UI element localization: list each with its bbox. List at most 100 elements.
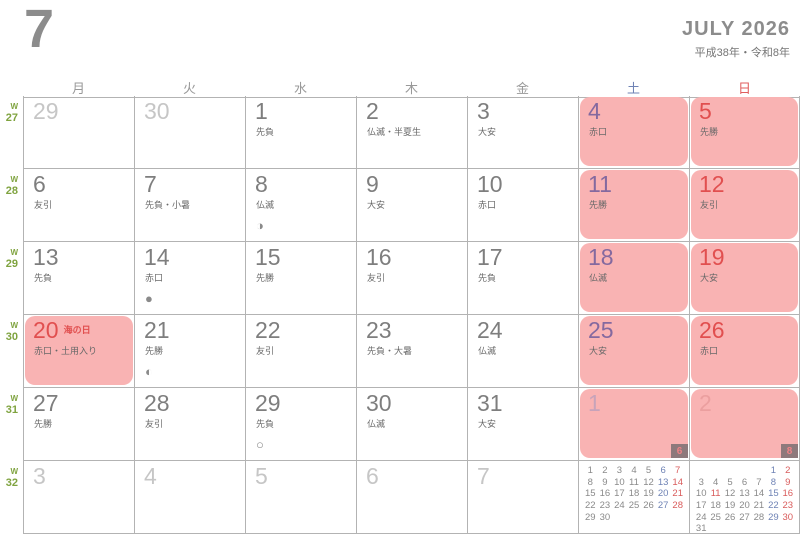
mini-calendar-day: 9	[785, 476, 791, 488]
date-line: 1	[246, 96, 356, 123]
day-cell: 19 大安	[689, 242, 800, 315]
rokuyo-label: 先負・大暑	[367, 346, 413, 356]
date-line: 12	[690, 169, 799, 196]
mini-calendar-day: 18	[628, 488, 640, 500]
day-cell: 8 仏滅 ◑	[245, 169, 356, 242]
date-line: 28	[135, 388, 245, 415]
date-line: 9	[357, 169, 467, 196]
era-subtitle: 平成38年・令和8年	[694, 47, 790, 59]
rokuyo-label: 先勝	[589, 200, 608, 210]
rokuyo-label: 赤口	[145, 273, 164, 283]
date-line: 29	[246, 388, 356, 415]
date-number: 15	[255, 244, 281, 270]
rokuyo-label: 先負	[256, 419, 275, 429]
mini-calendar-day: 4	[712, 476, 719, 488]
mini-calendar-day: 3	[616, 465, 623, 476]
weekend-highlight	[25, 316, 133, 385]
week-number-label: W 28	[0, 169, 23, 242]
day-cell: 7	[467, 461, 578, 534]
mini-calendar-day	[737, 466, 751, 477]
date-line: 8	[246, 169, 356, 196]
mini-calendar-day: 2	[785, 465, 791, 476]
rokuyo-label: 先負	[256, 127, 275, 137]
day-cell: 4	[134, 461, 245, 534]
mini-calendar-day	[708, 466, 722, 477]
weekend-highlight	[580, 389, 688, 458]
date-line: 27	[24, 388, 134, 415]
date-line: 11	[579, 169, 689, 196]
weekend-highlight	[580, 170, 688, 239]
mini-calendar-day: 25	[628, 499, 640, 511]
mini-calendar-day: 6	[741, 476, 748, 488]
week-prefix: W	[10, 321, 18, 330]
weekend-highlight	[691, 170, 798, 239]
rokuyo-label: 仏滅	[367, 419, 386, 429]
mini-calendar-day: 8	[770, 476, 776, 488]
mini-calendar-day: 17	[614, 488, 625, 500]
date-number: 22	[255, 317, 281, 343]
rokuyo-label: 大安	[478, 419, 497, 429]
date-line: 3	[468, 96, 578, 123]
rokuyo-label: 大安	[367, 200, 386, 210]
day-cell: 13 先負	[23, 242, 134, 315]
month-badge: 6	[671, 444, 688, 458]
mini-calendar-day: 16	[782, 488, 794, 500]
week-number: 32	[5, 476, 18, 489]
date-number: 3	[477, 98, 490, 124]
date-line: 17	[468, 242, 578, 269]
day-cell: 9 大安	[356, 169, 467, 242]
week-number: 27	[5, 111, 18, 124]
date-line: 6	[24, 169, 134, 196]
mini-calendar-day: 1	[770, 465, 776, 476]
date-line: 19	[690, 242, 799, 269]
mini-calendar-day	[612, 513, 627, 524]
date-number: 24	[477, 317, 503, 343]
rokuyo-label: 大安	[478, 127, 497, 137]
week-prefix: W	[10, 467, 18, 476]
mini-calendar-day	[670, 513, 685, 524]
dow-header: 金	[467, 75, 578, 98]
date-line: 25	[579, 315, 689, 342]
mini-calendar-day: 5	[727, 476, 733, 488]
mini-calendar-day	[723, 466, 737, 477]
date-number: 1	[588, 390, 601, 416]
date-line: 5	[246, 461, 356, 488]
weekend-highlight	[580, 316, 688, 385]
mini-calendar-day: 13	[739, 488, 750, 500]
date-line: 2	[690, 388, 799, 415]
moon-phase-icon: ●	[145, 291, 153, 306]
mini-calendar-day: 21	[753, 499, 765, 511]
dow-gutter	[0, 75, 23, 98]
rokuyo-label: 先負	[478, 273, 497, 283]
rokuyo-label: 友引	[34, 200, 53, 210]
week-number: 30	[5, 330, 18, 343]
rokuyo-label: 先負	[34, 273, 53, 283]
mini-calendar-day: 11	[710, 488, 721, 500]
day-cell: 16 友引	[356, 242, 467, 315]
date-number: 19	[699, 244, 725, 270]
mini-calendar-day	[752, 524, 766, 535]
date-line: 7	[468, 461, 578, 488]
week-number: 28	[5, 184, 18, 197]
date-line: 7	[135, 169, 245, 196]
date-line: 4	[135, 461, 245, 488]
date-number: 4	[588, 98, 601, 124]
date-line: 1	[579, 388, 689, 415]
week-prefix: W	[10, 175, 18, 184]
date-number: 7	[477, 463, 490, 489]
date-number: 30	[144, 98, 170, 124]
mini-calendar-day: 7	[675, 465, 681, 476]
mini-calendar-day: 21	[672, 488, 683, 500]
date-line: 30	[357, 388, 467, 415]
mini-calendar-day	[694, 466, 708, 477]
rokuyo-label: 先勝	[256, 273, 275, 283]
weekend-highlight	[691, 243, 798, 312]
day-cell: 1 先負	[245, 96, 356, 169]
day-cell: 12 友引	[689, 169, 800, 242]
moon-phase-icon: ○	[256, 437, 264, 452]
dow-header: 木	[356, 75, 467, 98]
day-cell: 2 仏滅・半夏生	[356, 96, 467, 169]
day-cell: 26 赤口	[689, 315, 800, 388]
date-number: 23	[366, 317, 392, 343]
